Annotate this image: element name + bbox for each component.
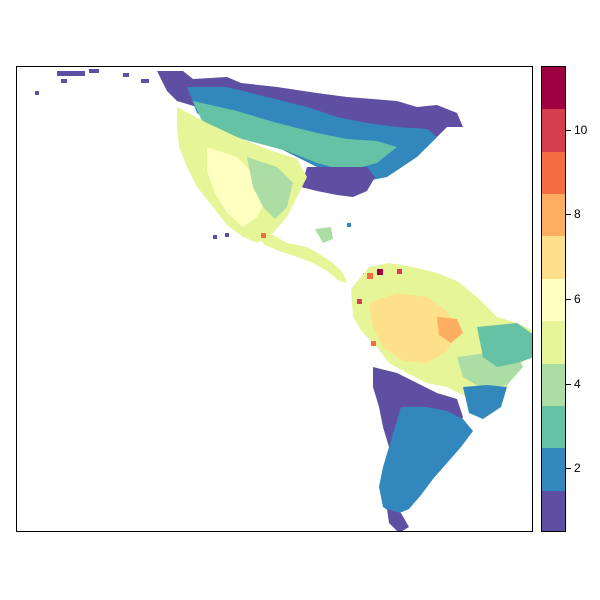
legend-swatch-4 bbox=[542, 363, 565, 406]
hotspot bbox=[371, 341, 376, 346]
region-brazil-south-blue bbox=[463, 385, 507, 419]
legend-tick-label: 8 bbox=[574, 207, 581, 222]
region-arctic-island bbox=[89, 69, 99, 73]
region-arctic-island bbox=[61, 79, 67, 83]
region-canada-teal bbox=[193, 101, 397, 171]
legend-swatch-3 bbox=[542, 405, 565, 449]
legend-tick-label: 4 bbox=[574, 376, 581, 391]
region-caribbean bbox=[225, 233, 229, 237]
hotspot bbox=[367, 273, 373, 279]
hotspot bbox=[261, 233, 266, 238]
region-central-america-green bbox=[315, 227, 333, 243]
region-caribbean bbox=[213, 235, 217, 239]
region-caribbean bbox=[347, 223, 351, 227]
legend-tick-mark bbox=[566, 214, 571, 216]
legend-swatch-7 bbox=[542, 236, 565, 279]
region-west-yellow bbox=[207, 147, 267, 227]
legend-swatch-5 bbox=[542, 321, 565, 364]
hotspot bbox=[377, 269, 383, 275]
legend-swatch-9 bbox=[542, 151, 565, 195]
legend-tick-label: 10 bbox=[574, 122, 588, 137]
region-arctic-island bbox=[141, 79, 149, 83]
legend-tick-mark bbox=[566, 299, 571, 300]
legend-tick-mark bbox=[566, 468, 571, 470]
legend-swatch-10 bbox=[542, 109, 565, 152]
legend-swatch-11 bbox=[542, 67, 565, 110]
hotspot bbox=[357, 299, 362, 304]
color-legend bbox=[541, 66, 566, 532]
region-west-green bbox=[247, 157, 293, 219]
region-central-america bbox=[255, 235, 347, 283]
legend-tick-mark bbox=[566, 383, 571, 385]
region-arctic-island bbox=[123, 73, 129, 77]
legend-swatch-2 bbox=[542, 448, 565, 491]
raster-map bbox=[35, 69, 532, 531]
legend-swatch-8 bbox=[542, 194, 565, 237]
legend-tick-label: 2 bbox=[574, 461, 581, 476]
region-southern-cone bbox=[379, 407, 473, 515]
region-arctic-island bbox=[57, 71, 85, 76]
region-amazon-orange bbox=[437, 317, 463, 343]
region-patagonia bbox=[387, 509, 409, 531]
map-panel bbox=[16, 66, 533, 532]
legend-swatch-1 bbox=[542, 490, 565, 531]
hotspot bbox=[397, 269, 402, 274]
legend-tick-mark bbox=[566, 129, 571, 131]
legend-tick-label: 6 bbox=[574, 292, 581, 306]
legend-swatch-6 bbox=[542, 278, 565, 322]
region-eastern-us bbox=[301, 167, 375, 197]
region-brazil-teal bbox=[477, 323, 532, 367]
region-amazon-yellow bbox=[369, 293, 457, 363]
region-arctic-island bbox=[35, 91, 39, 95]
